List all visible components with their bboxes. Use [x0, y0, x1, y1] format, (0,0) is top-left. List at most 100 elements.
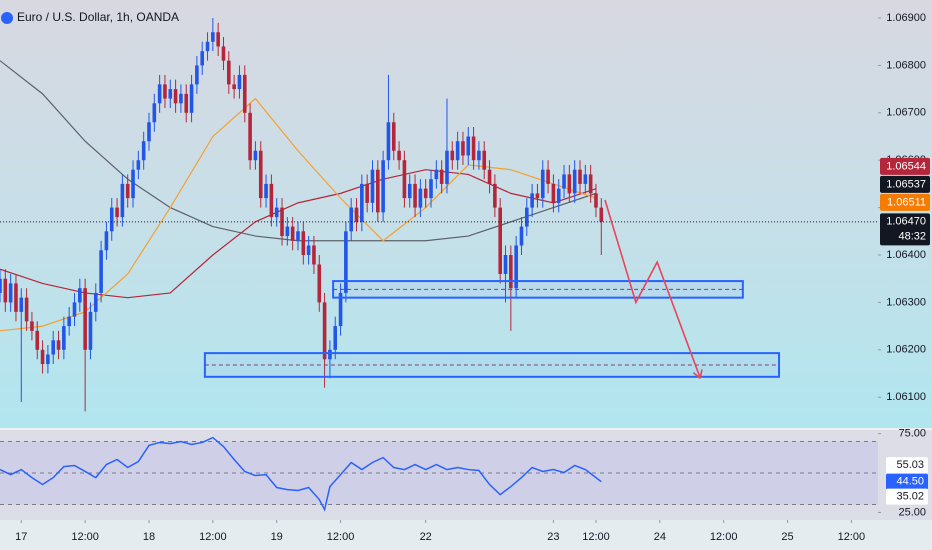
x-tick-label: 18 [143, 531, 155, 543]
candle-body [556, 188, 561, 203]
candle-body [519, 226, 524, 246]
price-tag [880, 213, 930, 246]
candle-body [72, 302, 77, 317]
candle-body [509, 254, 513, 289]
candle-body [344, 231, 348, 293]
candle-body [540, 169, 545, 199]
y-tick-label: 1.06900 [886, 12, 926, 24]
candle-body [482, 150, 487, 170]
candle-body [535, 193, 540, 199]
candle-body [51, 340, 56, 355]
candle-body [115, 207, 119, 218]
candle-body [200, 51, 205, 66]
candle-body [30, 321, 34, 331]
candle-body [360, 183, 364, 222]
candle-body [147, 122, 151, 142]
candle-body [594, 193, 598, 208]
candle-body [439, 169, 444, 184]
candle-body [131, 169, 135, 199]
x-tick-label: 17 [15, 531, 27, 543]
candle-body [216, 32, 220, 47]
candle-body [104, 231, 109, 251]
y-tick-label: 1.06700 [886, 107, 926, 119]
candle-body [567, 174, 572, 194]
symbol-icon [1, 12, 13, 24]
candle-body [471, 136, 476, 161]
candle-body [386, 122, 391, 161]
y-tick-label: 75.00 [898, 428, 926, 440]
candle-body [232, 84, 236, 90]
candle-body [423, 188, 428, 199]
candle-body [168, 89, 173, 99]
axes: 1.069001.068001.067001.066001.065001.064… [15, 12, 930, 543]
candle-body [397, 150, 401, 161]
candle-body [248, 112, 252, 161]
candle-body [157, 84, 162, 104]
candle-body [269, 183, 274, 218]
rsi-plot [0, 436, 878, 512]
candle-body [195, 65, 199, 85]
candle-body [477, 150, 481, 161]
price-tag-label: 1.06470 [886, 216, 926, 228]
chart-title: Euro / U.S. Dollar, 1h, OANDA [17, 10, 179, 24]
candle-body [3, 278, 8, 303]
candle-body [407, 183, 412, 199]
rsi-tag-label: 44.50 [896, 476, 924, 488]
rsi-tag [886, 488, 928, 505]
candle-body [402, 160, 407, 199]
candle-body [599, 207, 604, 222]
countdown: 48:32 [898, 231, 926, 243]
candle-body [466, 136, 471, 156]
candle-body [46, 354, 50, 365]
candle-body [88, 311, 93, 350]
candle-body [365, 183, 369, 203]
x-tick-label: 23 [547, 531, 559, 543]
x-tick-label: 12:00 [582, 531, 610, 543]
time-axis-bg [0, 520, 932, 550]
candle-body [14, 283, 18, 312]
y-tick-label: 1.06800 [886, 59, 926, 71]
candle-body [322, 302, 327, 360]
candle-body [274, 207, 279, 218]
price-tag [880, 175, 930, 193]
candle-body [211, 32, 215, 42]
candle-body [312, 245, 316, 265]
rsi-tag [886, 457, 928, 474]
candle-body [264, 183, 268, 199]
x-tick-label: 12:00 [199, 531, 227, 543]
candle-body [78, 288, 82, 303]
x-tick-label: 12:00 [71, 531, 99, 543]
x-tick-label: 12:00 [838, 531, 866, 543]
candle-body [56, 340, 61, 350]
candle-body [487, 169, 492, 184]
candle-body [354, 207, 359, 222]
candle-body [24, 297, 29, 322]
price-tag-label: 1.06537 [886, 178, 926, 190]
candle-body [285, 226, 290, 237]
rsi-line [0, 436, 602, 512]
rsi-tag-label: 35.02 [896, 491, 924, 503]
candle-body [503, 254, 508, 274]
candle-body [562, 174, 566, 189]
x-tick-label: 19 [271, 531, 283, 543]
candle-body [152, 103, 157, 123]
candle-body [306, 245, 311, 255]
candle-body [328, 349, 332, 360]
candle-body [221, 46, 226, 61]
projection-arrowhead [692, 369, 703, 379]
x-tick-label: 12:00 [710, 531, 738, 543]
price-tag [880, 193, 930, 211]
candle-body [163, 84, 167, 99]
candle-body [450, 150, 455, 161]
candle-body [551, 183, 556, 203]
y-tick-label: 1.06200 [886, 344, 926, 356]
candle-body [546, 169, 550, 184]
candle-body [242, 74, 247, 113]
candle-body [455, 141, 460, 161]
candle-body [588, 174, 593, 194]
candle-body [333, 326, 338, 350]
price-tag-label: 1.06544 [886, 160, 926, 172]
candle-body [413, 183, 417, 208]
x-tick-label: 24 [654, 531, 666, 543]
